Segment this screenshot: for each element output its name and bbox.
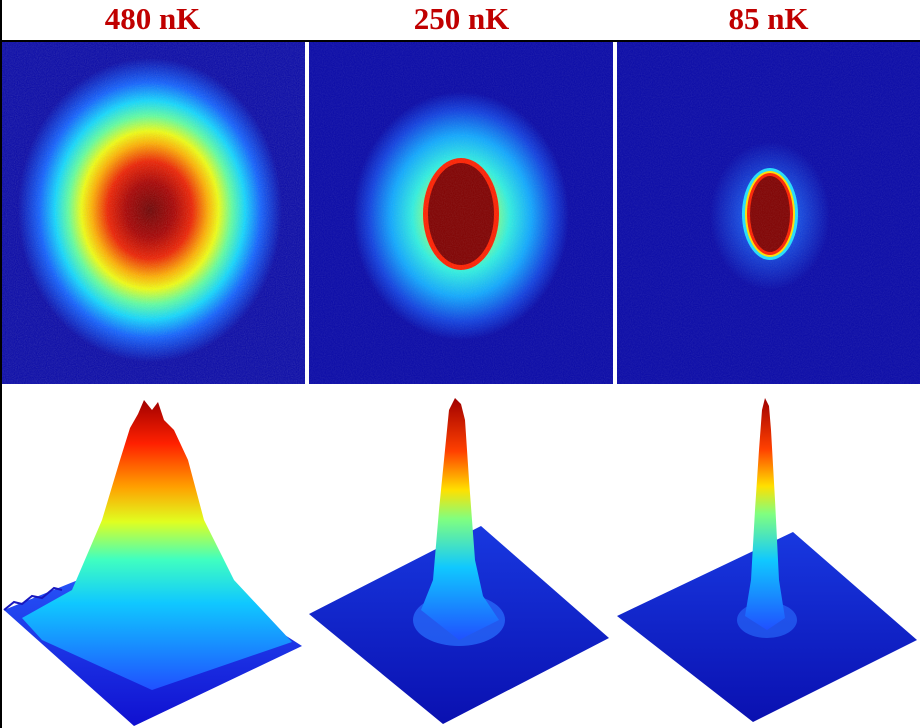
surface-plot-480nk [2, 390, 305, 728]
panel-label-250nk: 250 nK [413, 1, 510, 36]
density-image-250nk [309, 42, 613, 384]
surface-plot-85nk [617, 390, 920, 728]
panel-label-85nk: 85 nK [728, 1, 809, 36]
header-divider [0, 40, 920, 42]
density-image-480nk [2, 42, 305, 384]
density-image-85nk [617, 42, 920, 384]
surface-plot-250nk [309, 390, 613, 728]
panel-label-480nk: 480 nK [104, 1, 201, 36]
left-border [0, 0, 2, 728]
